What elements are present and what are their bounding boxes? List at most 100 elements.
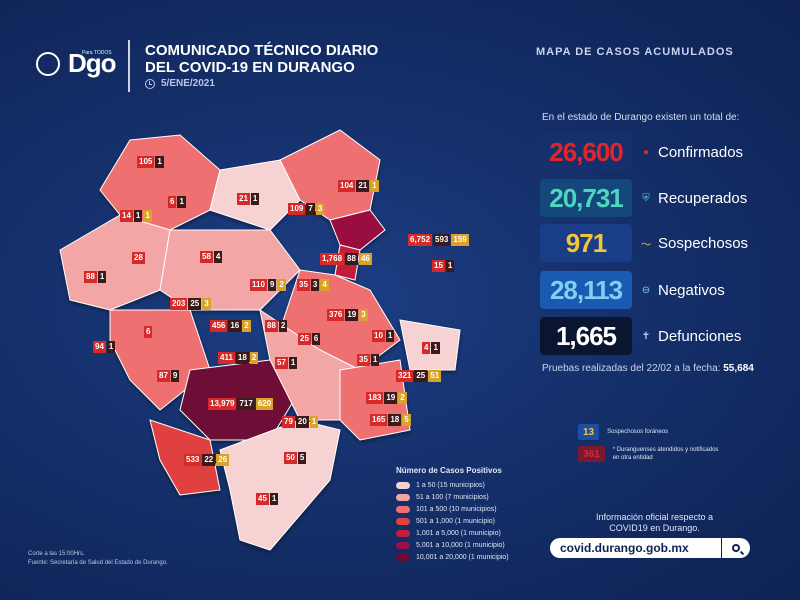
note-value: 361 bbox=[578, 446, 605, 462]
stat-value: 28,113 bbox=[540, 271, 632, 309]
stat-value: 20,731 bbox=[540, 179, 632, 217]
map-label: 35 1 bbox=[357, 354, 380, 366]
map-label: 88 1 bbox=[84, 271, 107, 283]
map-label: 15 1 bbox=[432, 260, 455, 272]
stat-recuperados: 20,731 ⛨ Recuperados bbox=[540, 178, 770, 218]
info-text: Información oficial respecto a COVID19 e… bbox=[596, 512, 714, 533]
header-divider bbox=[128, 40, 130, 92]
legend-swatch bbox=[396, 517, 410, 525]
minus-circle-icon: ⊖ bbox=[641, 284, 651, 296]
map-label: 376 19 3 bbox=[327, 309, 368, 321]
legend-item: 51 a 100 (7 municipios) bbox=[396, 491, 509, 503]
legend-title: Número de Casos Positivos bbox=[396, 466, 502, 475]
map-label: 6,752 593 159 bbox=[408, 234, 469, 246]
legend-swatch bbox=[396, 529, 410, 537]
stat-negativos: 28,113 ⊖ Negativos bbox=[540, 270, 770, 310]
map-label: 109 7 3 bbox=[288, 203, 325, 215]
map-label: 110 9 2 bbox=[250, 279, 286, 291]
tests-value: 55,684 bbox=[723, 363, 754, 374]
map-label: 1,768 88 46 bbox=[320, 253, 372, 265]
map-label: 28 bbox=[132, 252, 145, 264]
stat-value: 26,600 bbox=[540, 133, 632, 171]
shield-icon: ⛨ bbox=[642, 192, 650, 204]
legend-item: 1 a 50 (15 municipios) bbox=[396, 479, 509, 491]
map-label: 87 9 bbox=[157, 370, 180, 382]
durango-map bbox=[59, 129, 461, 551]
legend-swatch bbox=[396, 541, 410, 549]
stat-confirmados: 26,600 ● Confirmados bbox=[540, 132, 770, 172]
legend-swatch bbox=[396, 505, 410, 513]
map-label: 58 4 bbox=[200, 251, 223, 263]
map-label: 10 1 bbox=[372, 330, 395, 342]
clock-icon bbox=[145, 78, 155, 89]
legend-swatch bbox=[396, 553, 410, 561]
source-footnote: Corte a las 15:00Hrs. Fuente: Secretaría… bbox=[28, 551, 168, 566]
pulse-icon: 〜 bbox=[641, 239, 651, 251]
region-southwest bbox=[109, 309, 211, 411]
tests-summary: Pruebas realizadas del 22/02 a la fecha:… bbox=[542, 363, 754, 374]
map-label: 411 18 2 bbox=[218, 352, 259, 364]
note-text: Sospechosos foráneos bbox=[607, 429, 669, 435]
cross-icon: ✝ bbox=[641, 330, 651, 342]
legend-item: 10,001 a 20,000 (1 municipio) bbox=[396, 551, 509, 563]
map-label: 79 20 1 bbox=[282, 416, 319, 428]
legend-swatch bbox=[396, 481, 410, 489]
title-line-2: DEL COVID-19 EN DURANGO bbox=[145, 59, 355, 76]
map-label: 88 2 bbox=[265, 320, 288, 332]
map-label: 13,979 717 620 bbox=[208, 398, 274, 410]
map-label: 6 bbox=[144, 326, 153, 338]
stat-sospechosos: 971 〜 Sospechosos bbox=[540, 223, 770, 263]
map-label: 25 6 bbox=[298, 333, 321, 345]
legend-item: 5,001 a 10,000 (1 municipio) bbox=[396, 539, 509, 551]
durango-seal-icon bbox=[36, 52, 60, 76]
stats-intro: En el estado de Durango existen un total… bbox=[542, 112, 740, 123]
stat-label: Negativos bbox=[658, 281, 725, 299]
title-line-1: COMUNICADO TÉCNICO DIARIO bbox=[145, 42, 379, 59]
virus-icon: ● bbox=[642, 146, 650, 158]
website-link[interactable]: covid.durango.gob.mx bbox=[550, 538, 750, 558]
report-date: 5/ENE/2021 bbox=[145, 78, 215, 89]
search-icon bbox=[732, 544, 740, 552]
map-label: 104 21 1 bbox=[338, 180, 379, 192]
legend-item: 501 a 1,000 (1 municipio) bbox=[396, 515, 509, 527]
stat-label: Sospechosos bbox=[658, 234, 749, 252]
map-label: 105 1 bbox=[137, 156, 164, 168]
stat-defunciones: 1,665 ✝ Defunciones bbox=[540, 316, 770, 356]
map-label: 21 1 bbox=[237, 193, 260, 205]
logo-dgo: Dgo bbox=[68, 48, 117, 78]
stat-value: 971 bbox=[540, 224, 632, 262]
stat-label: Defunciones bbox=[658, 327, 742, 345]
legend-item: 1,001 a 5,000 (1 municipio) bbox=[396, 527, 509, 539]
search-button[interactable] bbox=[721, 538, 750, 558]
map-label: 203 25 3 bbox=[170, 298, 211, 310]
map-label: 45 1 bbox=[256, 493, 279, 505]
region-west bbox=[59, 214, 171, 311]
legend: Número de Casos Positivos 1 a 50 (15 mun… bbox=[396, 466, 509, 563]
map-label: 94 1 bbox=[93, 341, 116, 353]
stat-label: Confirmados bbox=[658, 143, 744, 161]
map-label: 456 16 2 bbox=[210, 320, 251, 332]
map-label: 14 1 1 bbox=[120, 210, 152, 222]
map-label: 50 5 bbox=[284, 452, 307, 464]
logo-tagline: Para TODOS bbox=[82, 50, 112, 56]
website-url[interactable]: covid.durango.gob.mx bbox=[560, 541, 689, 555]
map-label: 165 18 5 bbox=[370, 414, 411, 426]
note-foraneos: 13 Sospechosos foráneos bbox=[578, 424, 668, 440]
map-label: 57 1 bbox=[275, 357, 298, 369]
page-title: COMUNICADO TÉCNICO DIARIO DEL COVID-19 E… bbox=[145, 42, 378, 76]
note-value: 13 bbox=[578, 424, 600, 440]
tests-label: Pruebas realizadas del 22/02 a la fecha: bbox=[542, 363, 721, 374]
region-gomez-palacio bbox=[329, 209, 386, 251]
map-label: 183 19 2 bbox=[366, 392, 407, 404]
stat-value: 1,665 bbox=[540, 317, 632, 355]
map-title: MAPA DE CASOS ACUMULADOS bbox=[536, 46, 734, 58]
legend-swatch bbox=[396, 493, 410, 501]
map-label: 35 3 4 bbox=[297, 279, 329, 291]
region-northwest bbox=[99, 134, 221, 231]
stat-label: Recuperados bbox=[658, 189, 748, 207]
map-label: 533 22 26 bbox=[184, 454, 230, 466]
legend-item: 101 a 500 (10 municipios) bbox=[396, 503, 509, 515]
date-text: 5/ENE/2021 bbox=[161, 78, 215, 89]
